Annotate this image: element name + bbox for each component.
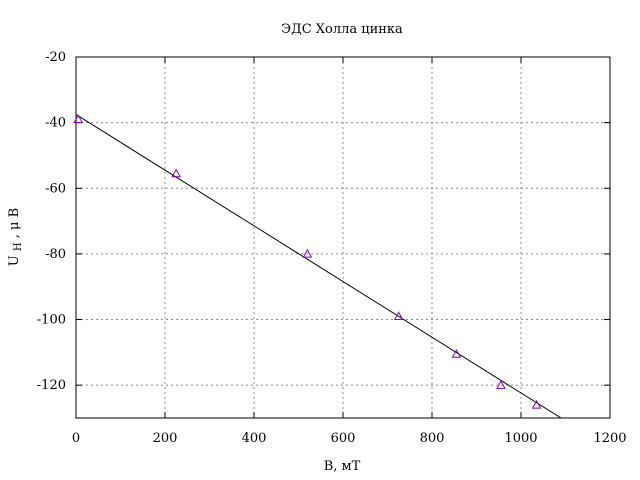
data-point bbox=[451, 348, 462, 358]
plot-area bbox=[73, 114, 562, 418]
grid bbox=[76, 57, 610, 418]
fit-line bbox=[76, 114, 562, 418]
y-tick-labels: -20 -40 -60 -80 -100 -120 bbox=[37, 50, 66, 393]
x-tick-label: 800 bbox=[420, 431, 445, 446]
y-tick-label: -100 bbox=[37, 313, 66, 328]
y-axis-label-subscript: H bbox=[13, 242, 24, 251]
x-tick-label: 400 bbox=[242, 431, 267, 446]
data-point bbox=[171, 168, 181, 178]
plot-frame bbox=[75, 56, 611, 419]
y-tick-label: -80 bbox=[45, 247, 66, 262]
x-tick-label: 1200 bbox=[593, 431, 626, 446]
y-tick-label: -120 bbox=[37, 378, 66, 393]
data-point bbox=[496, 380, 506, 389]
x-tick-label: 200 bbox=[153, 431, 178, 446]
y-axis-label-rest: , μ В bbox=[7, 208, 22, 238]
y-tick-label: -20 bbox=[45, 50, 66, 65]
x-tick-label: 0 bbox=[72, 431, 80, 446]
x-tick-labels: 0 200 400 600 800 1000 1200 bbox=[72, 431, 627, 446]
data-point bbox=[531, 399, 542, 409]
data-point bbox=[302, 248, 313, 258]
y-tick-label: -40 bbox=[45, 116, 66, 131]
y-tick-label: -60 bbox=[45, 181, 66, 196]
y-axis-label: U H , μ В bbox=[7, 208, 25, 266]
x-axis-label: B, мТ bbox=[324, 459, 361, 474]
x-tick-label: 1000 bbox=[504, 431, 537, 446]
data-point bbox=[73, 114, 84, 124]
y-axis-label-main: U bbox=[7, 255, 22, 266]
chart-title: ЭДС Холла цинка bbox=[281, 22, 403, 37]
data-point bbox=[393, 311, 404, 320]
x-tick-label: 600 bbox=[331, 431, 356, 446]
